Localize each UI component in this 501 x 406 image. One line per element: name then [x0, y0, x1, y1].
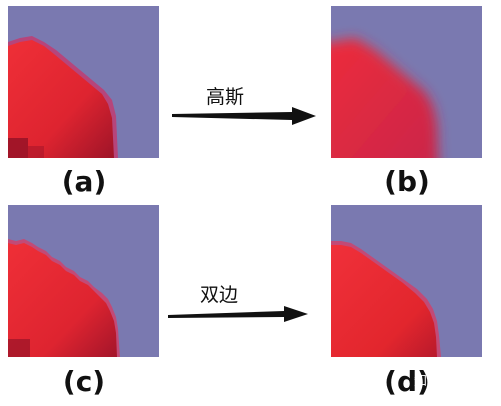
- bilateral-arrow-label: 双边: [200, 284, 239, 306]
- gaussian-arrow: [172, 107, 316, 125]
- watermark-text: 知乎 @Pjer: [414, 374, 485, 389]
- panel-d-label: (d): [384, 365, 430, 398]
- bilateral-arrow: [168, 306, 308, 322]
- gaussian-arrow-label: 高斯: [206, 86, 245, 108]
- panel-c-label: (c): [62, 365, 106, 398]
- panel-d-image: [331, 205, 482, 357]
- panel-a-image: [8, 6, 159, 158]
- panel-b-label: (b): [384, 165, 430, 198]
- panel-b-image: [331, 6, 482, 158]
- panel-a-label: (a): [61, 165, 107, 198]
- panel-c-image: [8, 205, 159, 357]
